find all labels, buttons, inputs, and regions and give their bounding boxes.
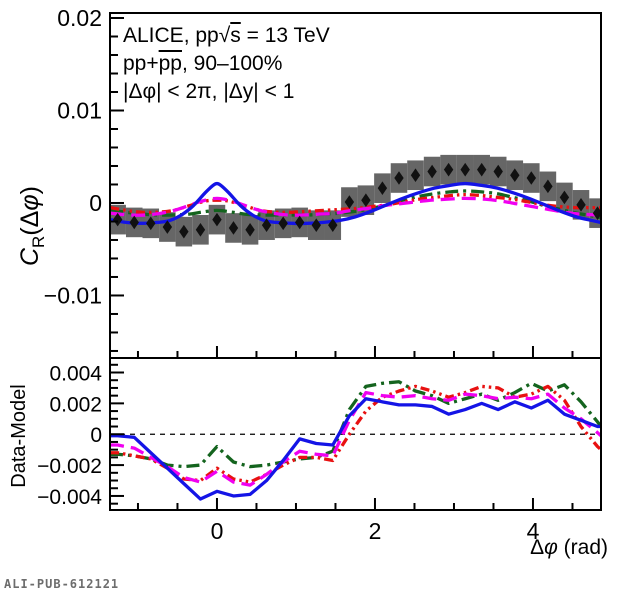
watermark-label: ALI-PUB-612121 <box>4 577 120 591</box>
annotation-line-3: |Δφ| < 2π, |Δy| < 1 <box>123 80 295 103</box>
svg-text:0: 0 <box>89 190 102 216</box>
sqrt-s: s <box>230 24 241 47</box>
cr-subscript: R <box>29 235 48 248</box>
annotation-block: ALICE, pp√s = 13 TeV pp+pp, 90–100% |Δφ|… <box>123 22 330 106</box>
annotation-text: pp+ <box>123 52 159 75</box>
xlabel-delta: Δ <box>530 536 545 559</box>
x-axis-title: Δφ (rad) <box>430 536 608 560</box>
annotation-text: ALICE, pp <box>123 24 219 47</box>
annotation-line-2: pp+pp, 90–100% <box>123 50 330 78</box>
svg-text:4: 4 <box>527 518 540 544</box>
svg-text:0: 0 <box>90 424 102 447</box>
annotation-text: = 13 TeV <box>240 24 330 47</box>
bottom-y-axis-title: Data-Model <box>8 384 30 488</box>
cr-arg-open: (Δ <box>16 210 44 236</box>
annotation-line-1: ALICE, pp√s = 13 TeV <box>123 22 330 50</box>
svg-text:−0.002: −0.002 <box>37 455 102 478</box>
curve-model-blue-solid <box>110 181 601 226</box>
cr-symbol: C <box>16 247 44 267</box>
xlabel-unit: (rad) <box>557 536 608 559</box>
axis-tick-labels: 0 2 4 0.02 0.01 0 −0.01 0.004 0.002 0 −0.002 −0.004 <box>37 5 539 544</box>
curve-model-green-dashdot <box>110 380 601 469</box>
svg-text:−0.01: −0.01 <box>44 282 102 308</box>
xlabel-phi: φ <box>544 536 558 559</box>
cr-arg-close: ) <box>16 186 44 195</box>
annotation-text: , 90–100% <box>181 52 283 75</box>
cr-arg-phi: φ <box>16 194 44 211</box>
svg-text:−0.004: −0.004 <box>37 486 102 509</box>
axis-ticks <box>110 16 574 510</box>
svg-text:0: 0 <box>211 518 224 544</box>
top-y-axis-title: CR(Δφ) <box>16 76 48 376</box>
antiproton-bar: pp <box>158 52 182 75</box>
sqrt-symbol: √ <box>218 24 231 47</box>
svg-text:0.01: 0.01 <box>57 97 102 123</box>
curve-model-blue-solid <box>110 397 601 501</box>
bottom-panel <box>110 380 601 501</box>
svg-text:2: 2 <box>369 518 382 544</box>
svg-text:0.002: 0.002 <box>49 393 102 416</box>
svg-text:0.004: 0.004 <box>49 363 102 386</box>
top-panel <box>110 154 601 247</box>
svg-text:0.02: 0.02 <box>57 5 102 31</box>
